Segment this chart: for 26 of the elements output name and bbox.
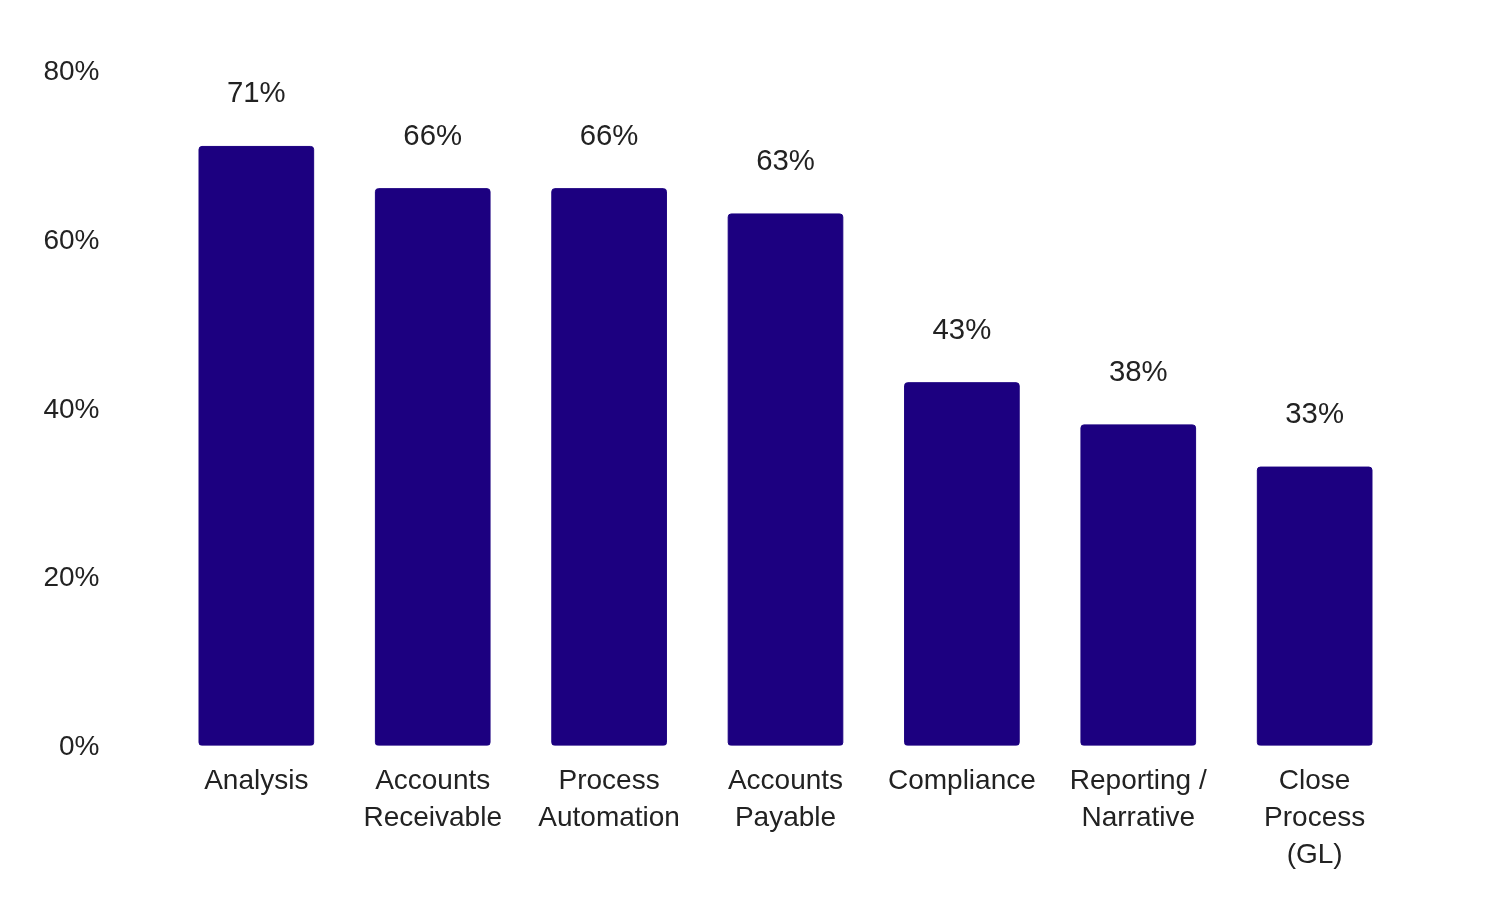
y-tick-label: 20%	[43, 561, 100, 593]
x-tick-label: Compliance	[887, 763, 1036, 795]
bar	[1256, 466, 1373, 746]
bar	[727, 213, 844, 746]
data-label: 63%	[756, 142, 815, 176]
bar	[551, 188, 667, 746]
data-label: 43%	[932, 311, 992, 345]
bar	[904, 382, 1020, 746]
y-tick-label: 80%	[43, 55, 100, 86]
x-tick-label: Analysis	[204, 763, 309, 795]
x-tick-label: Reporting / Narrative	[1069, 763, 1207, 832]
bar	[374, 188, 491, 746]
data-label: 66%	[579, 117, 639, 151]
x-tick-label: Accounts Payable	[727, 763, 844, 832]
x-tick-label: Process Automation	[538, 763, 680, 832]
bar	[1080, 424, 1197, 746]
bar	[198, 145, 315, 746]
data-label: 71%	[226, 75, 286, 109]
x-tick-label: Close Process (GL)	[1264, 763, 1366, 869]
x-tick-label: Accounts Receivable	[363, 763, 502, 832]
data-label: 66%	[403, 117, 463, 151]
y-tick-label: 40%	[43, 392, 100, 424]
data-label: 38%	[1108, 353, 1168, 387]
data-label: 33%	[1285, 396, 1345, 430]
y-tick-label: 0%	[59, 730, 100, 761]
y-tick-label: 60%	[43, 223, 100, 255]
